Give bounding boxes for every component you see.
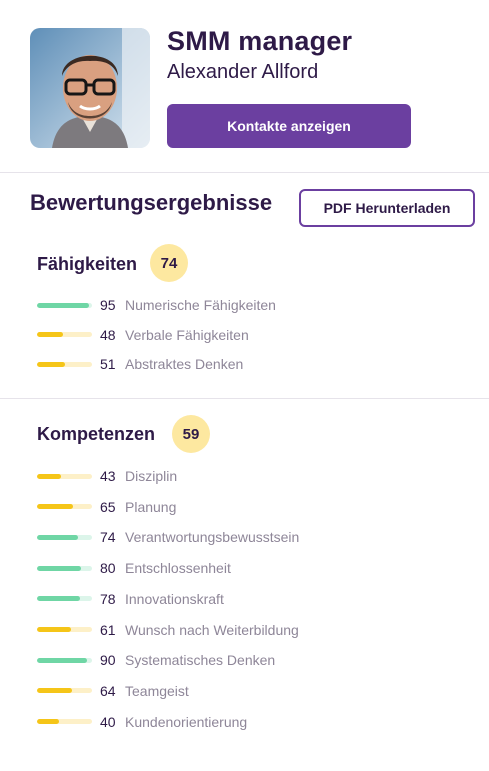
score-value: 78 xyxy=(100,590,116,607)
score-bar xyxy=(37,361,92,367)
score-value: 48 xyxy=(100,326,116,343)
score-row: 40 Kundenorientierung xyxy=(37,712,247,732)
score-bar xyxy=(37,657,92,663)
score-label: Verantwortungsbewusstsein xyxy=(125,529,300,546)
score-value: 80 xyxy=(100,560,116,577)
score-value: 65 xyxy=(100,498,116,515)
score-row: 80 Entschlossenheit xyxy=(37,558,231,578)
score-label: Disziplin xyxy=(125,468,178,484)
score-row: 78 Innovationskraft xyxy=(37,589,224,609)
score-row: 74 Verantwortungsbewusstsein xyxy=(37,527,299,547)
results-title: Bewertungsergebnisse xyxy=(30,190,273,215)
score-value: 40 xyxy=(100,713,116,730)
score-row: 48 Verbale Fähigkeiten xyxy=(37,325,249,345)
score-bar xyxy=(37,719,92,725)
score-row: 65 Planung xyxy=(37,497,176,517)
pdf-download-button[interactable]: PDF Herunterladen xyxy=(299,189,475,227)
score-bar-fill xyxy=(37,332,64,337)
score-value: 90 xyxy=(100,652,116,669)
score-bar xyxy=(37,332,92,337)
score-bar xyxy=(37,565,92,571)
score-value: 61 xyxy=(100,621,116,638)
score-bar xyxy=(37,596,92,602)
score-bar-fill xyxy=(37,534,78,540)
score-value: 95 xyxy=(100,297,116,313)
score-row: 64 Teamgeist xyxy=(37,681,189,701)
score-label: Kundenorientierung xyxy=(125,713,248,730)
score-label: Abstraktes Denken xyxy=(125,356,244,372)
score-value: 51 xyxy=(100,356,116,372)
competencies-title: Kompetenzen xyxy=(37,424,156,444)
score-value: 43 xyxy=(100,468,116,484)
score-bar xyxy=(37,302,92,308)
score-label: Innovationskraft xyxy=(125,590,224,607)
score-bar-fill xyxy=(37,361,66,367)
avatar xyxy=(30,28,150,148)
score-bar-fill xyxy=(37,719,59,725)
score-row: 43 Disziplin xyxy=(37,466,177,486)
score-row: 61 Wunsch nach Weiterbildung xyxy=(37,620,299,640)
score-bar-fill xyxy=(37,504,73,510)
score-value: 64 xyxy=(100,682,116,699)
profile-header: SMM manager Alexander Allford Kontakte a… xyxy=(0,0,489,172)
score-label: Wunsch nach Weiterbildung xyxy=(125,621,299,638)
score-bar-fill xyxy=(37,565,81,571)
score-bar-fill xyxy=(37,302,90,308)
score-label: Teamgeist xyxy=(125,682,189,699)
job-title: SMM manager xyxy=(167,26,353,56)
score-row: 90 Systematisches Denken xyxy=(37,650,275,670)
score-bar xyxy=(37,627,92,632)
score-bar-fill xyxy=(37,657,87,663)
score-label: Entschlossenheit xyxy=(125,560,231,577)
skills-score-badge: 74 xyxy=(150,244,188,282)
divider xyxy=(0,172,489,173)
skills-title: Fähigkeiten xyxy=(37,254,138,274)
candidate-name: Alexander Allford xyxy=(167,61,319,83)
score-value: 74 xyxy=(100,529,116,546)
score-label: Verbale Fähigkeiten xyxy=(125,326,249,343)
score-row: 51 Abstraktes Denken xyxy=(37,354,243,374)
divider xyxy=(0,398,489,399)
score-row: 95 Numerische Fähigkeiten xyxy=(37,295,276,315)
score-bar-fill xyxy=(37,688,73,694)
score-label: Systematisches Denken xyxy=(125,652,276,669)
score-bar-fill xyxy=(37,627,71,632)
score-bar xyxy=(37,504,92,510)
score-label: Numerische Fähigkeiten xyxy=(125,297,276,313)
score-label: Planung xyxy=(125,498,177,515)
score-bar xyxy=(37,534,92,540)
score-bar xyxy=(37,688,92,694)
score-bar-fill xyxy=(37,473,61,479)
show-contacts-button[interactable]: Kontakte anzeigen xyxy=(167,104,411,148)
score-bar-fill xyxy=(37,596,80,602)
competencies-score-badge: 59 xyxy=(172,415,210,453)
score-bar xyxy=(37,473,92,479)
